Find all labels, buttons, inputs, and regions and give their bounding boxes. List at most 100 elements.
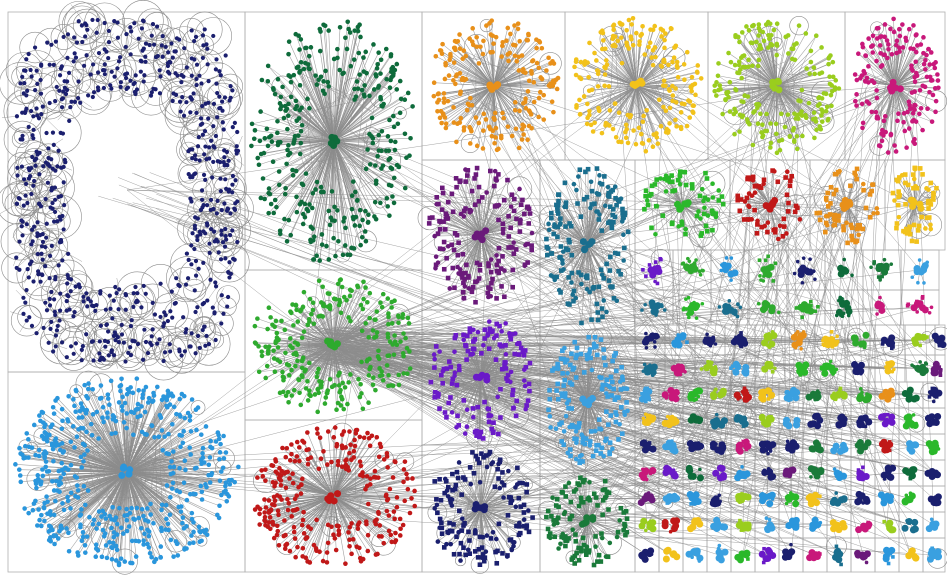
edge (894, 52, 924, 87)
edge (872, 35, 896, 87)
edge (84, 444, 127, 473)
edge (126, 471, 131, 563)
edge (126, 412, 189, 473)
edge (100, 385, 127, 473)
edge (263, 140, 334, 154)
edge (333, 140, 376, 166)
edge (636, 28, 662, 87)
edge (333, 140, 363, 238)
edge (472, 44, 494, 87)
edge (52, 471, 127, 531)
edge (493, 85, 516, 111)
edge (445, 62, 494, 87)
edge (275, 461, 334, 497)
edge (264, 137, 334, 142)
edge (455, 49, 494, 87)
edge (333, 106, 383, 142)
edge (333, 495, 401, 530)
edge (55, 438, 127, 473)
edge (327, 464, 334, 497)
edge (195, 170, 214, 174)
edge (148, 510, 170, 522)
edge (452, 234, 482, 269)
edge (874, 79, 903, 83)
edge (126, 411, 146, 473)
edge (126, 471, 177, 491)
edge (482, 62, 524, 73)
edge (333, 79, 391, 142)
edge (478, 187, 482, 236)
edge (126, 387, 131, 473)
edge (757, 85, 777, 124)
edge (265, 495, 334, 526)
edge (333, 495, 396, 543)
edge (333, 58, 335, 142)
edge (717, 75, 777, 87)
edge (104, 471, 127, 534)
edge (564, 182, 588, 246)
edge (12, 183, 27, 198)
edge (493, 85, 520, 112)
edge (587, 399, 594, 457)
edge (92, 471, 127, 525)
edge (84, 385, 127, 473)
edge (361, 87, 379, 168)
edge (305, 495, 334, 558)
edge (333, 495, 352, 554)
edge (288, 41, 334, 142)
edge (220, 177, 237, 179)
edge (288, 140, 334, 156)
edge (300, 62, 334, 142)
edge (333, 140, 388, 199)
edge (126, 389, 129, 473)
edge (351, 164, 398, 194)
edge (320, 76, 334, 142)
edge (493, 85, 530, 111)
edge (333, 70, 340, 142)
edge (776, 47, 822, 87)
edge (776, 57, 830, 87)
edge (480, 234, 509, 237)
edge (776, 85, 835, 90)
edge (333, 140, 376, 203)
edge (606, 104, 667, 130)
edge (333, 117, 373, 142)
edge (454, 234, 482, 288)
edge (480, 232, 533, 236)
edge (480, 508, 498, 551)
edge (333, 74, 360, 142)
edge (505, 204, 522, 229)
edge (126, 441, 217, 473)
edge (726, 85, 777, 95)
edge (890, 28, 896, 87)
edge (126, 408, 139, 473)
edge (277, 473, 334, 497)
edge (319, 51, 334, 142)
edge (268, 344, 334, 353)
edge (54, 471, 127, 516)
edge (120, 385, 127, 473)
edge (752, 25, 777, 87)
edge (301, 130, 334, 142)
edge (636, 65, 698, 87)
edge (271, 135, 334, 142)
edge (333, 52, 360, 142)
edge (551, 212, 575, 237)
edge (322, 495, 334, 562)
edge (126, 471, 185, 549)
edge (437, 85, 494, 95)
edge (63, 471, 127, 475)
edge (57, 101, 76, 121)
edge (321, 140, 334, 192)
edge (894, 35, 917, 87)
edge (218, 259, 235, 278)
edge (482, 85, 494, 149)
edge (292, 140, 334, 171)
edge (283, 344, 334, 393)
edge (50, 471, 127, 528)
edge (58, 470, 127, 473)
edge (493, 85, 540, 99)
edge (333, 89, 397, 142)
edge (889, 105, 933, 122)
edge (287, 128, 334, 142)
